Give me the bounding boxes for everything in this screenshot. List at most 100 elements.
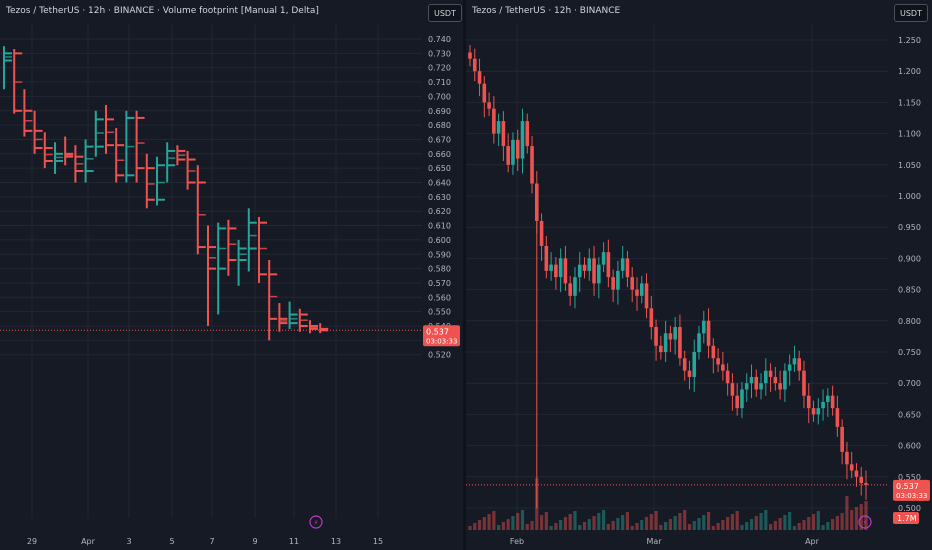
right-candle-body [587, 258, 592, 271]
right-candle-body [764, 370, 768, 384]
left-alert-icon-glyph: ⚡ [314, 519, 319, 527]
right-candle-body [544, 245, 549, 271]
left-y-tick-label: 0.720 [428, 64, 451, 73]
right-candle-body [816, 408, 821, 415]
right-candle-body [635, 289, 639, 296]
right-volume-bar [831, 519, 835, 530]
right-candle-body [563, 258, 568, 284]
right-volume-bar [826, 522, 830, 530]
right-volume-bar [644, 517, 649, 530]
right-volume-bar [611, 521, 615, 530]
right-candle-body [515, 139, 520, 159]
right-x-tick-label: Apr [805, 537, 820, 546]
right-volume-bar [821, 525, 825, 530]
right-volume-bar [649, 514, 653, 530]
right-volume-bar [692, 521, 696, 530]
right-volume-bar [511, 516, 515, 530]
right-volume-bar [697, 518, 701, 530]
right-candle-body [549, 264, 553, 271]
right-volume-bar [726, 517, 730, 530]
right-candle-body [663, 333, 668, 352]
right-volume-bar [816, 511, 820, 530]
right-candle-body [472, 58, 477, 72]
right-volume-bar [587, 519, 591, 530]
right-volume-bar [520, 510, 525, 530]
left-price-badge-value: 0.537 [426, 327, 449, 336]
right-candle-body [649, 308, 654, 328]
right-candle-body [477, 71, 482, 84]
left-y-tick-label: 0.640 [428, 179, 451, 188]
left-x-tick-label: 9 [252, 537, 257, 546]
right-y-tick-label: 0.950 [898, 223, 921, 232]
right-volume-bar [840, 513, 844, 530]
right-candle-body [826, 395, 830, 402]
right-candle-body [673, 327, 677, 340]
right-candle-body [577, 264, 582, 278]
right-volume-bar [516, 513, 520, 530]
right-price-badge-value: 0.537 [896, 482, 919, 491]
right-candle-body [639, 283, 644, 296]
right-volume-bar [640, 520, 644, 530]
left-currency-button[interactable]: USDT [428, 4, 462, 22]
right-volume-bar [554, 523, 558, 530]
right-candle-body [730, 383, 735, 396]
right-candle-body [854, 470, 859, 477]
right-candle-body [859, 476, 864, 484]
left-chart-svg[interactable]: 0.740 0.730 0.720 0.710 0.700 0.690 0.680 0.670… [0, 0, 466, 550]
right-chart-pane[interactable]: 1.250 1.200 1.150 1.100 1.050 1.000 0.950 0.900… [466, 0, 932, 550]
right-candle-body [539, 220, 544, 246]
right-candle-body [778, 383, 782, 390]
left-x-tick-label: 29 [27, 537, 37, 546]
right-volume-bar [492, 511, 496, 530]
left-y-tick-label: 0.660 [428, 150, 451, 159]
right-candle-body [706, 320, 711, 346]
right-volume-bar [473, 523, 477, 530]
right-candle-body [558, 258, 563, 278]
right-candle-body [773, 376, 778, 384]
left-x-tick-label: 7 [209, 537, 214, 546]
right-currency-button[interactable]: USDT [894, 4, 928, 22]
right-volume-bar [716, 523, 720, 530]
left-x-tick-label: Apr [81, 537, 96, 546]
right-candle-body [678, 327, 682, 359]
right-volume-bar [706, 512, 711, 530]
left-y-tick-label: 0.550 [428, 308, 451, 317]
right-candle-body [625, 258, 630, 278]
right-volume-bar [654, 511, 658, 530]
left-y-tick-label: 0.710 [428, 78, 451, 87]
right-volume-bar [783, 515, 787, 530]
left-x-tick-label: 11 [289, 537, 299, 546]
right-candle-body [759, 383, 763, 390]
right-volume-bar [711, 526, 715, 530]
pane-separator[interactable] [463, 0, 466, 550]
right-candle-body [668, 333, 673, 340]
right-volume-bar [501, 522, 505, 530]
right-candle-body [554, 264, 558, 278]
right-candle-body [697, 333, 701, 352]
right-candle-body [682, 358, 687, 371]
right-candle-body [501, 121, 506, 147]
right-volume-bar [477, 520, 482, 530]
right-volume-bar [601, 510, 606, 530]
right-candle-body [711, 345, 716, 359]
right-y-tick-label: 1.050 [898, 161, 921, 170]
right-candle-body [735, 395, 739, 409]
right-y-tick-label: 1.150 [898, 98, 921, 107]
right-volume-bar [749, 519, 754, 530]
right-volume-bar [621, 515, 625, 530]
right-volume-bar [683, 510, 687, 530]
left-chart-pane[interactable]: 0.740 0.730 0.720 0.710 0.700 0.690 0.680 0.670… [0, 0, 466, 550]
right-x-tick-label: Mar [646, 537, 662, 546]
right-candle-body [530, 146, 534, 184]
left-y-tick-label: 0.590 [428, 250, 451, 259]
left-alert-icon [309, 515, 323, 529]
right-candle-body [749, 376, 754, 384]
right-candle-body [701, 320, 706, 334]
right-candle-body [582, 264, 587, 271]
left-y-tick-label: 0.690 [428, 107, 451, 116]
left-y-tick-label: 0.680 [428, 121, 451, 130]
right-volume-bar [811, 514, 816, 530]
right-volume-bar [668, 519, 672, 530]
left-x-tick-label: 13 [331, 537, 341, 546]
right-chart-svg[interactable]: 1.250 1.200 1.150 1.100 1.050 1.000 0.950 0.900… [466, 0, 932, 550]
